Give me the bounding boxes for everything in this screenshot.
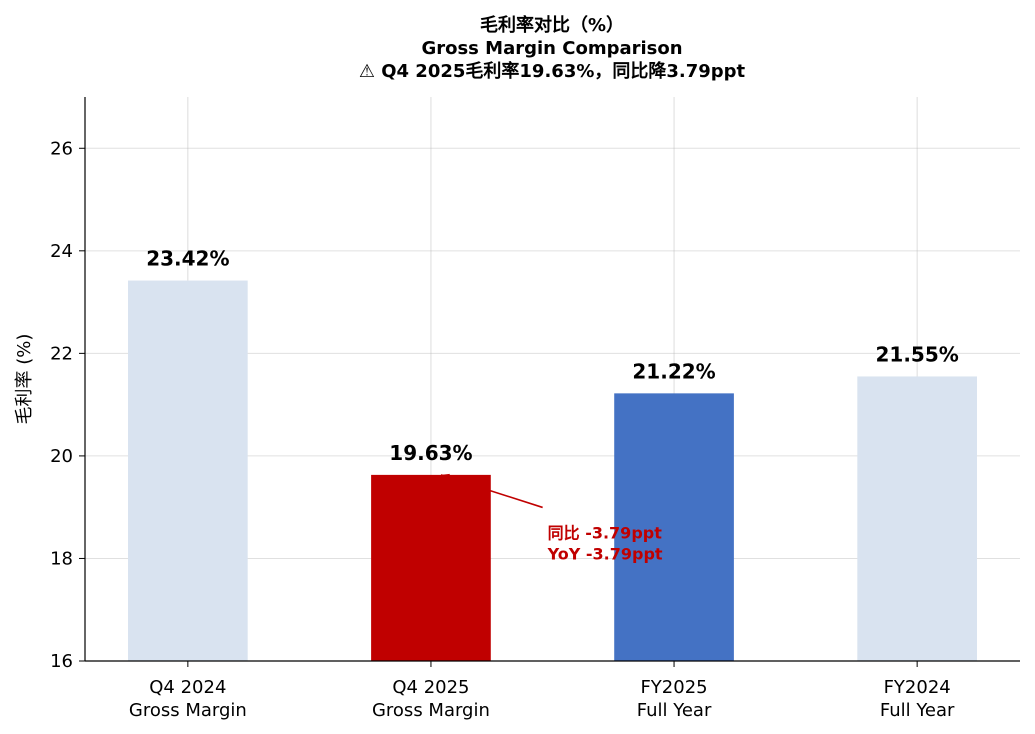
x-tick-label: Q4 2025 [392, 677, 469, 698]
y-tick-label: 20 [50, 446, 73, 467]
axes [79, 97, 1020, 667]
bar [857, 376, 977, 661]
y-tick-labels: 16 18 20 22 24 26 [50, 138, 73, 672]
y-tick-label: 16 [50, 651, 73, 672]
value-labels: 23.42% 19.63% 21.22% 21.55% [146, 247, 959, 465]
chart-title-line-2: Gross Margin Comparison [421, 38, 682, 59]
value-label: 21.22% [632, 359, 715, 383]
chart-title: 毛利率对比（%） Gross Margin Comparison ⚠ Q4 20… [359, 14, 746, 82]
y-tick-label: 18 [50, 548, 73, 569]
y-tick-label: 22 [50, 343, 73, 364]
bar [128, 280, 248, 661]
x-tick-label: Gross Margin [129, 700, 247, 721]
x-tick-label: Gross Margin [372, 700, 490, 721]
bar-series [128, 280, 977, 661]
value-label: 19.63% [389, 441, 472, 465]
annotation-text-line: YoY -3.79ppt [547, 544, 663, 563]
value-label: 21.55% [875, 342, 958, 366]
x-tick-label: FY2024 [884, 677, 951, 698]
x-tick-label: Q4 2024 [149, 677, 226, 698]
bar [614, 393, 734, 661]
chart-title-line-1: 毛利率对比（%） [480, 14, 624, 36]
y-tick-label: 26 [50, 138, 73, 159]
chart-title-line-3: ⚠ Q4 2025毛利率19.63%，同比降3.79ppt [359, 60, 746, 82]
yoy-annotation: 同比 -3.79ppt YoY -3.79ppt [440, 473, 663, 563]
y-axis-label: 毛利率 (%) [14, 334, 35, 425]
value-label: 23.42% [146, 247, 229, 271]
x-tick-label: FY2025 [640, 677, 707, 698]
x-tick-label: Full Year [880, 700, 955, 721]
annotation-arrow-head [440, 473, 450, 481]
annotation-arrow-line [440, 474, 543, 509]
annotation-text-line: 同比 -3.79ppt [548, 523, 663, 542]
y-tick-label: 24 [50, 241, 73, 262]
x-tick-label: Full Year [637, 700, 712, 721]
bar [371, 474, 491, 661]
